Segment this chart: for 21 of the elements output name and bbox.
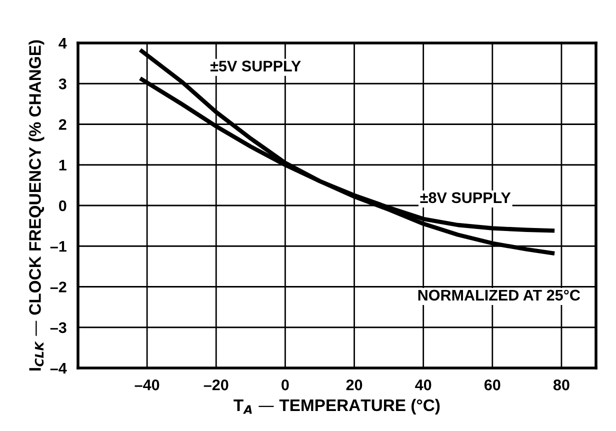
x-tick-label: –40 — [134, 380, 160, 390]
y-axis-title: I$_{CLK}$ — CLOCK FREQUENCY (% CHANGE) — [28, 40, 44, 370]
x-tick-label: –20 — [204, 380, 228, 390]
annotation: NORMALIZED AT 25°C — [418, 290, 580, 301]
y-tick-label: 0 — [58, 200, 66, 212]
y-tick-label: –3 — [50, 322, 66, 334]
x-axis-title: T$_{A}$ — TEMPERATURE (°C) — [234, 398, 440, 414]
y-tick-label: –1 — [50, 241, 66, 252]
series-label: ±5V SUPPLY — [210, 60, 301, 72]
x-tick-label: 40 — [415, 380, 432, 390]
x-tick-label: 60 — [484, 380, 500, 390]
y-tick-label: 4 — [58, 38, 67, 49]
y-tick-label: 2 — [58, 119, 66, 130]
y-tick-label: 3 — [58, 78, 66, 90]
y-tick-label: –2 — [50, 282, 66, 292]
y-tick-label: 1 — [59, 160, 66, 170]
x-tick-label: 20 — [346, 380, 362, 390]
x-tick-label: 80 — [553, 380, 570, 390]
x-tick-label: 0 — [282, 380, 289, 390]
y-tick-label: –4 — [50, 363, 67, 374]
series-label: ±8V SUPPLY — [420, 192, 511, 204]
